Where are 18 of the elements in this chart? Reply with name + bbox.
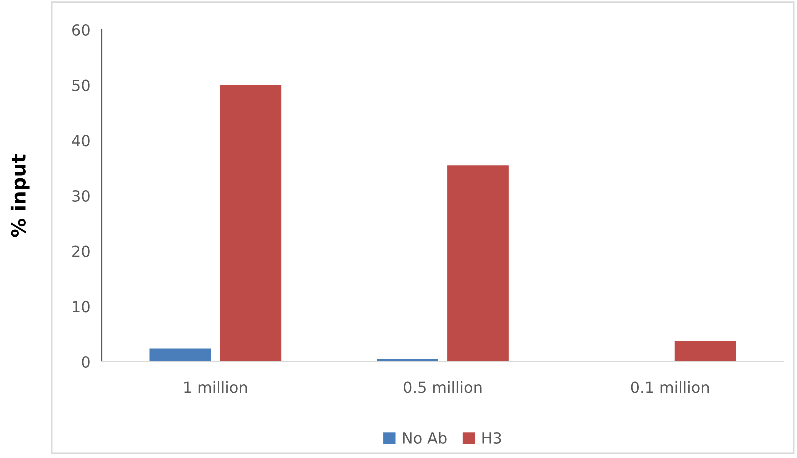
y-axis-title: % input bbox=[10, 154, 30, 238]
y-tick-label: 0 bbox=[82, 356, 90, 368]
bar bbox=[150, 348, 212, 362]
legend-label: No Ab bbox=[403, 432, 447, 444]
x-tick-label: 1 million bbox=[184, 381, 248, 394]
legend-label: H3 bbox=[482, 432, 502, 444]
y-tick-label: 40 bbox=[72, 135, 90, 147]
bar bbox=[220, 85, 282, 362]
bar bbox=[674, 342, 736, 362]
y-tick-label: 60 bbox=[72, 24, 90, 36]
x-tick-label: 0.1 million bbox=[631, 381, 710, 394]
y-tick-label: 20 bbox=[72, 246, 90, 258]
y-tick-label: 50 bbox=[72, 80, 90, 92]
y-tick-label: 10 bbox=[73, 301, 90, 313]
bar bbox=[377, 359, 438, 362]
bar bbox=[448, 166, 509, 362]
x-tick-label: 0.5 million bbox=[404, 381, 482, 394]
y-tick-label: 30 bbox=[72, 190, 90, 202]
